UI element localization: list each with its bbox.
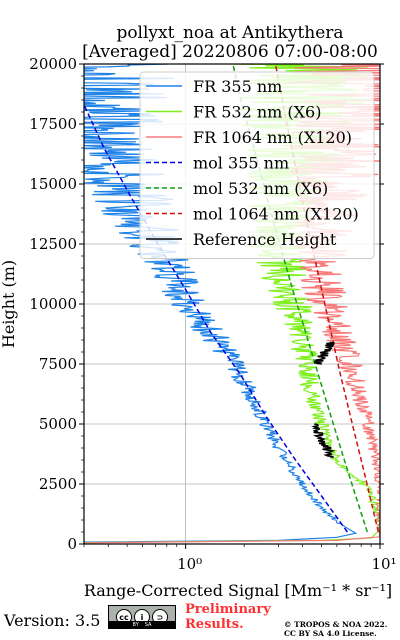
series-line-3 [84,104,349,533]
y-tick-label-2: 5000 [39,415,77,433]
copyright-line-2: CC BY SA 4.0 License. [284,629,377,638]
legend-label-0: FR 355 nm [193,77,282,96]
chart-title: pollyxt_noa at Antikythera [116,23,344,43]
legend-label-2: FR 1064 nm (X120) [193,128,352,147]
axes: 0 2500 5000 7500 10000 12500 15000 17500 20000 10… [29,55,396,573]
legend-box [139,71,375,259]
x-tick-label-1: 10¹ [371,555,396,573]
copyright-line-1: © TROPOS & NOA 2022. [284,620,388,629]
legend-label-1: FR 532 nm (X6) [193,103,321,122]
reference-height-segment-1 [313,341,335,365]
y-tick-label-6: 15000 [29,175,77,193]
preliminary-line-2: Results. [185,617,244,632]
legend: FR 355 nm FR 532 nm (X6) FR 1064 nm (X120)… [139,71,375,259]
preliminary-notice: Preliminary Results. [185,602,271,632]
y-tick-label-1: 2500 [39,475,77,493]
preliminary-line-1: Preliminary [185,602,271,617]
legend-label-5: mol 1064 nm (X120) [193,205,359,224]
legend-label-6: Reference Height [193,230,337,249]
y-tick-label-4: 10000 [29,295,77,313]
reference-height-segment-0 [311,423,336,459]
y-tick-label-0: 0 [67,535,77,553]
x-axis-label: Range-Corrected Signal [Mm⁻¹ * sr⁻¹] [84,581,392,600]
legend-label-3: mol 355 nm [193,154,289,173]
x-tick-label-0: 10⁰ [177,555,202,573]
legend-label-4: mol 532 nm (X6) [193,179,328,198]
y-tick-label-7: 17500 [29,115,77,133]
version-label: Version: 3.5 [4,611,101,630]
y-tick-label-8: 20000 [29,55,77,73]
cc-strip: BY SA [109,621,175,628]
copyright-notice: © TROPOS & NOA 2022. CC BY SA 4.0 Licens… [284,620,387,638]
cc-license-badge: cc i ⊃ BY SA [108,605,176,629]
y-tick-label-5: 12500 [29,235,77,253]
y-axis-label: Height (m) [0,260,18,348]
series-line-0 [84,64,358,543]
cc-by-text: BY [132,621,139,628]
cc-sa-text: SA [144,621,152,628]
y-tick-label-3: 7500 [39,355,77,373]
chart-subtitle: [Averaged] 20220806 07:00-08:00 [82,42,378,62]
